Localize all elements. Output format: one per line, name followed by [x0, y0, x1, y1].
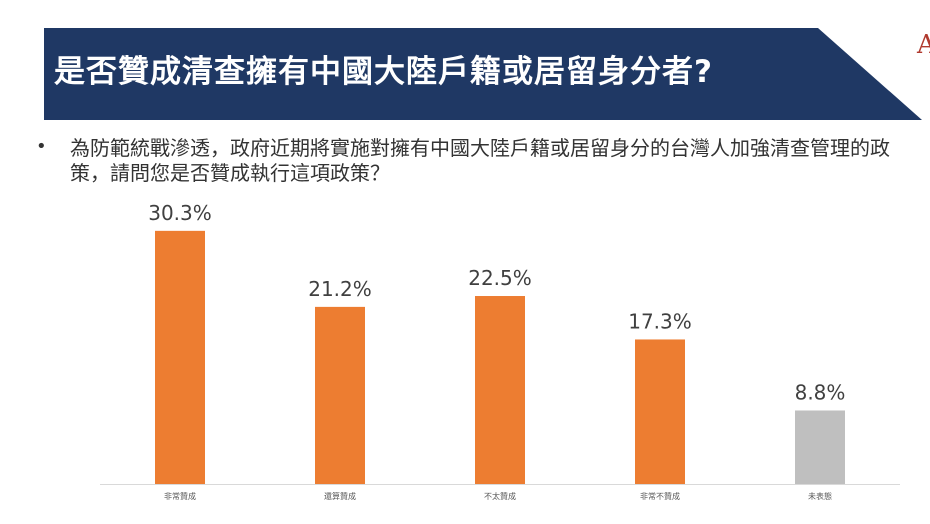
corner-logo-fragment: A: [917, 30, 930, 60]
title-banner: [44, 28, 922, 120]
category-label-1: 非常贊成: [164, 491, 196, 501]
bar-1: [155, 230, 205, 484]
bar-3: [475, 296, 525, 484]
bar-2: [315, 306, 365, 484]
category-label-2: 還算贊成: [324, 491, 356, 501]
bar-5: [795, 410, 845, 484]
title-banner-shape: [44, 28, 922, 120]
question-text: 為防範統戰滲透，政府近期將實施對擁有中國大陸戶籍或居留身分的台灣人加強清查管理的…: [70, 136, 890, 185]
bar-4: [635, 339, 685, 484]
data-label-2: 21.2%: [308, 277, 372, 301]
bullet-marker: •: [36, 136, 47, 157]
page-title: 是否贊成清查擁有中國大陸戶籍或居留身分者?: [54, 54, 713, 90]
category-label-5: 未表態: [808, 491, 832, 501]
data-label-5: 8.8%: [795, 380, 846, 404]
data-label-3: 22.5%: [468, 266, 532, 290]
category-label-4: 非常不贊成: [640, 491, 680, 501]
data-label-1: 30.3%: [148, 201, 212, 225]
data-label-4: 17.3%: [628, 309, 692, 333]
category-label-3: 不太贊成: [484, 491, 516, 501]
